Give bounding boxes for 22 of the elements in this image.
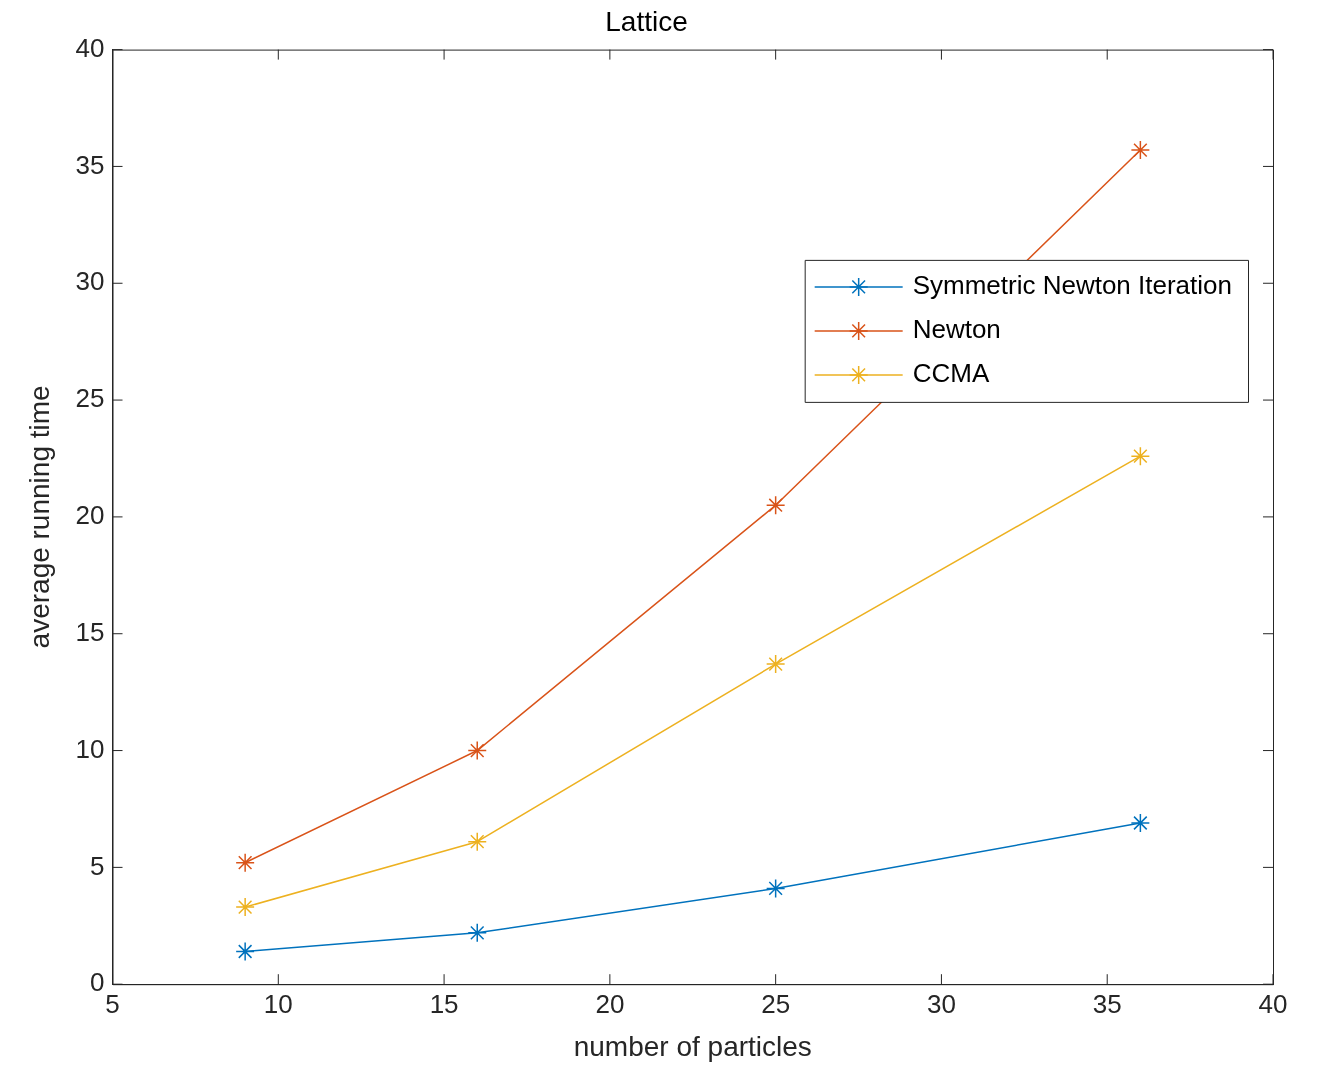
y-tick-label: 15 bbox=[75, 616, 105, 647]
y-tick-label: 5 bbox=[90, 850, 105, 881]
chart-title: Lattice bbox=[605, 5, 688, 37]
y-tick-label: 40 bbox=[75, 32, 105, 63]
y-tick-label: 0 bbox=[90, 967, 105, 998]
y-tick-label: 25 bbox=[75, 383, 105, 414]
x-axis-title: number of particles bbox=[573, 1030, 812, 1062]
x-tick-label: 25 bbox=[761, 988, 791, 1019]
x-tick-label: 30 bbox=[926, 988, 956, 1019]
x-tick-label: 40 bbox=[1258, 988, 1288, 1019]
legend-label: Newton bbox=[912, 314, 1001, 345]
y-tick-label: 30 bbox=[75, 266, 105, 297]
y-tick-label: 20 bbox=[75, 500, 105, 531]
x-tick-label: 15 bbox=[429, 988, 459, 1019]
x-tick-label: 35 bbox=[1092, 988, 1122, 1019]
y-tick-label: 10 bbox=[75, 733, 105, 764]
y-axis-title: average running time bbox=[23, 385, 55, 649]
legend-label: CCMA bbox=[912, 358, 990, 389]
y-tick-label: 35 bbox=[75, 149, 105, 180]
legend-label: Symmetric Newton Iteration bbox=[912, 270, 1232, 301]
x-tick-label: 20 bbox=[595, 988, 625, 1019]
x-tick-label: 10 bbox=[263, 988, 293, 1019]
